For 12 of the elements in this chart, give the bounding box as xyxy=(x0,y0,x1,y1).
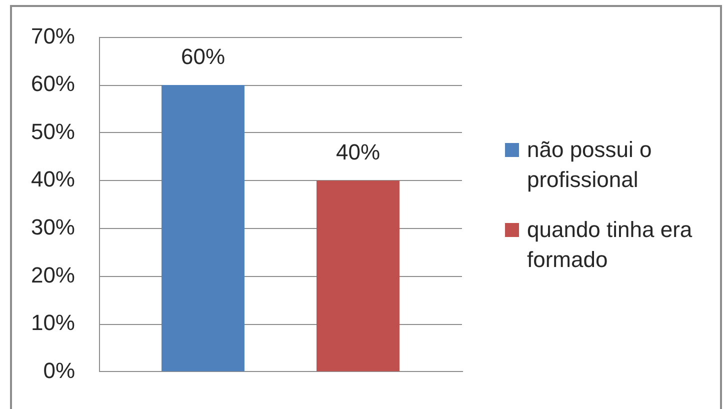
data-label: 40% xyxy=(336,140,380,165)
y-tick-label: 40% xyxy=(30,166,75,192)
y-tick-label: 10% xyxy=(30,310,75,336)
data-label: 60% xyxy=(180,44,226,70)
legend-label: não possui o profissional xyxy=(527,136,653,194)
y-tick-label: 0% xyxy=(43,358,75,383)
y-tick-label: 30% xyxy=(30,214,75,240)
y-tick-label: 20% xyxy=(30,262,75,288)
y-tick-label: 50% xyxy=(30,118,75,144)
legend-label: quando tinha era formado xyxy=(527,216,694,274)
y-tick-label: 70% xyxy=(30,23,75,48)
y-tick-label: 60% xyxy=(30,71,75,96)
